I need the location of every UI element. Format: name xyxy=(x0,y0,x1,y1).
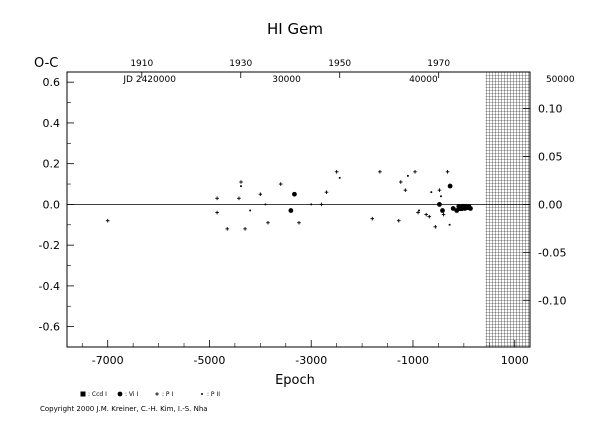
legend-marker xyxy=(80,391,86,397)
point-visual xyxy=(447,183,453,189)
y2-tick-label: 0.10 xyxy=(538,103,563,116)
point-photographic xyxy=(370,216,375,221)
point-photographic-ii xyxy=(338,176,341,179)
point-visual xyxy=(288,208,294,213)
point-photographic xyxy=(437,188,442,192)
point-photographic-ii xyxy=(249,209,252,212)
hatch-fill xyxy=(485,72,530,347)
jd-tick-label: 50000 xyxy=(546,75,575,85)
chart-title: HI Gem xyxy=(267,20,323,38)
point-visual xyxy=(456,204,462,209)
point-visual xyxy=(468,206,473,211)
x-tick-label: -1000 xyxy=(397,354,429,367)
point-photographic-ii xyxy=(406,174,409,177)
year-tick-label: 1950 xyxy=(328,59,351,69)
hatch-region xyxy=(485,72,530,347)
point-photographic xyxy=(225,227,230,231)
legend-marker xyxy=(201,393,203,395)
legend: : Ccd I : Vi I : P I : P II xyxy=(80,391,220,398)
y-tick-label: 0.4 xyxy=(43,117,61,130)
y-tick-label: 0.0 xyxy=(43,198,61,211)
y2-tick-label: -0.10 xyxy=(538,294,566,307)
point-photographic xyxy=(105,218,110,223)
y-tick-label: -0.6 xyxy=(39,321,60,334)
point-visual xyxy=(437,202,442,207)
y-tick-label: 0.6 xyxy=(43,76,61,89)
y2-tick-label: 0.00 xyxy=(538,198,563,211)
y-tick-label: -0.4 xyxy=(39,280,60,293)
jd-tick-label: 30000 xyxy=(272,75,301,85)
y-axis-title: O-C xyxy=(34,56,58,71)
point-photographic xyxy=(396,218,401,223)
point-ccd xyxy=(458,205,464,211)
year-tick-label: 1910 xyxy=(130,59,153,69)
point-photographic-ii xyxy=(310,203,313,206)
point-visual xyxy=(462,206,468,211)
legend-marker xyxy=(155,392,159,396)
point-photographic xyxy=(297,220,301,225)
point-photographic xyxy=(416,210,420,215)
y2-tick-label: -0.05 xyxy=(538,246,566,259)
point-visual xyxy=(440,208,445,213)
jd-tick-label: 40000 xyxy=(409,75,438,85)
point-photographic-ii xyxy=(430,191,433,194)
point-photographic xyxy=(445,170,450,174)
point-photographic xyxy=(266,220,270,225)
point-photographic xyxy=(427,214,432,219)
point-photographic xyxy=(258,192,263,197)
point-photographic xyxy=(278,182,283,186)
x-tick-label: -7000 xyxy=(92,354,124,367)
point-photographic xyxy=(319,202,324,207)
point-photographic xyxy=(403,188,408,192)
point-photographic xyxy=(237,196,241,201)
point-photographic xyxy=(433,225,438,229)
year-tick-label: 1970 xyxy=(427,59,450,69)
tick-marks xyxy=(67,72,530,348)
legend-label: : Ccd I xyxy=(88,391,107,398)
point-photographic xyxy=(413,170,417,174)
point-photographic xyxy=(378,170,382,174)
y-tick-label: 0.2 xyxy=(43,158,61,171)
legend-label: : P II xyxy=(207,391,220,398)
legend-label: : Vi I xyxy=(125,391,138,398)
point-photographic xyxy=(243,227,247,231)
x-axis-title: Epoch xyxy=(275,373,315,388)
x-tick-label: -5000 xyxy=(193,354,225,367)
point-photographic xyxy=(239,180,243,184)
point-photographic-ii xyxy=(448,223,451,226)
tick-labels: -7000 -5000 -3000 -1000 1000 1910 1930 1950 1970… xyxy=(39,59,575,367)
legend-label: : P I xyxy=(162,391,173,398)
y2-tick-label: 0.05 xyxy=(538,150,563,163)
point-photographic-ii xyxy=(418,209,421,212)
point-photographic xyxy=(424,212,429,217)
point-visual xyxy=(450,206,456,211)
legend-marker xyxy=(117,391,123,397)
data-points xyxy=(105,170,473,231)
point-photographic xyxy=(324,190,329,194)
point-photographic xyxy=(398,180,403,184)
y-tick-label: -0.2 xyxy=(39,239,60,252)
point-photographic xyxy=(334,170,339,174)
point-photographic-ii xyxy=(439,195,442,198)
copyright-text: Copyright 2000 J.M. Kreiner, C.-H. Kim, … xyxy=(40,405,208,413)
point-visual xyxy=(454,208,460,213)
point-photographic xyxy=(215,210,219,215)
x-tick-label: -3000 xyxy=(295,354,327,367)
plot-frame xyxy=(66,71,531,348)
point-photographic xyxy=(215,196,219,201)
point-visual xyxy=(292,191,297,197)
point-photographic xyxy=(441,212,446,217)
jd-tick-label: JD 2420000 xyxy=(122,75,176,85)
point-photographic-ii xyxy=(264,203,267,206)
x-tick-label: 1000 xyxy=(501,354,529,367)
point-photographic-ii xyxy=(240,185,243,188)
year-tick-label: 1930 xyxy=(229,59,252,69)
